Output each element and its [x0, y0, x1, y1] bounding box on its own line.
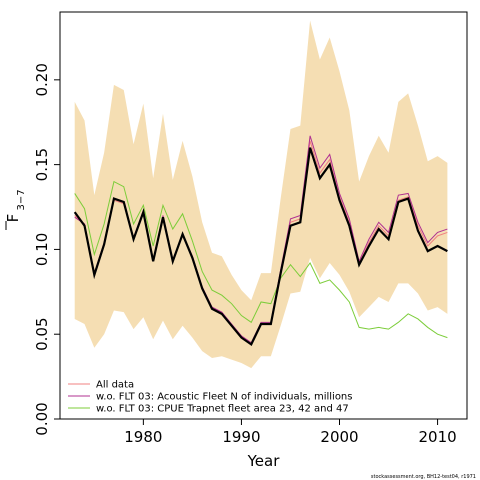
y-tick-label: 0.20 [33, 63, 51, 96]
y-axis-label-subscript: 3−7 [16, 189, 27, 210]
series-line-3 [74, 180, 448, 339]
confidence-band-layer [74, 20, 448, 369]
y-axis-label: F 3−7 [4, 189, 27, 230]
series-line-base [73, 147, 448, 347]
confidence-band [74, 20, 448, 369]
legend-label-2: w.o. FLT 03: Acoustic Fleet N of individ… [96, 392, 352, 403]
series-lines-layer [73, 135, 448, 347]
plot-frame [59, 11, 468, 420]
x-axis: 1980 1990 2000 2010 [124, 419, 457, 446]
y-tick-label: 0.00 [33, 402, 51, 435]
x-tick-label: 2000 [320, 428, 358, 446]
y-tick-label: 0.15 [33, 148, 51, 181]
x-tick-label: 1980 [124, 428, 162, 446]
x-axis-label: Year [247, 452, 281, 470]
y-axis-label-main: F [4, 214, 22, 223]
y-tick-label: 0.05 [33, 318, 51, 351]
y-axis: 0.00 0.05 0.10 0.15 0.20 [33, 63, 60, 436]
legend-label-3: w.o. FLT 03: CPUE Trapnet fleet area 23,… [96, 404, 349, 415]
credit-text: stockassessment.org, BH12-test04, r1971 [371, 474, 476, 480]
y-tick-label: 0.10 [33, 233, 51, 266]
x-tick-label: 1990 [222, 428, 260, 446]
legend-label-1: All data [96, 380, 134, 391]
x-tick-label: 2010 [418, 428, 456, 446]
